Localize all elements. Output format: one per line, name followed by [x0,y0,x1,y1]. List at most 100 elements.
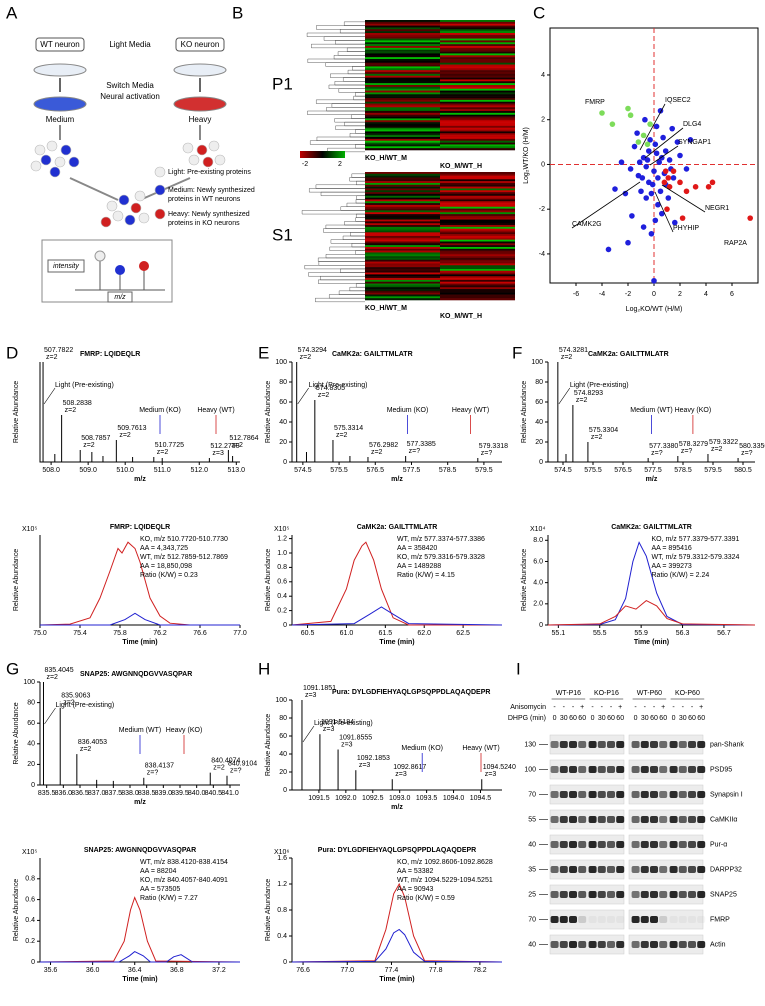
heatmap-cell [365,276,440,279]
heatmap-cell [365,239,440,242]
heatmap-cell [440,195,515,198]
protein-label: DARPP32 [710,866,742,873]
heatmap-cell [440,40,515,43]
heatmap-cell [365,142,440,145]
y-tick-label: 8.0 [533,537,543,544]
legend-text: KO, m/z 1092.8606-1092.8628 [397,859,493,866]
y-tick-label: 0.6 [25,896,35,903]
x-tick-label: 76.2 [153,630,167,637]
lane-sign: - [672,704,675,711]
chart: 35.6 36.0 36.4 36.8 37.2 0 0.2 0.4 0.6 0.8 Time (m… [13,847,241,983]
y-tick-label: 0 [283,459,287,466]
heatmap-cell [440,46,515,49]
band [559,866,568,873]
band [550,941,559,948]
peak-charge: z=? [409,448,421,455]
band [588,866,597,873]
heatmap-cell [440,285,515,288]
heatmap-cell [440,103,515,106]
heatmap-cell [365,243,440,246]
legend-text: AA = 18,850,098 [140,563,192,570]
band [678,916,687,923]
annotation: Medium (WT) [630,407,672,414]
legend-text: AA = 53382 [397,868,434,875]
band [578,741,587,748]
heatmap-cell [365,212,440,215]
point [622,190,629,197]
x-tick-label: -6 [573,291,579,298]
callout-line [649,145,679,166]
lane-time: 0 [553,715,557,722]
y-tick-label: 0 [283,787,287,794]
band [559,816,568,823]
chart: 835.5 836.0 836.5 837.0 837.5 838.0 838.5 839.0… [13,667,257,806]
heatmap-cell [440,182,515,186]
heatmap-cell [365,256,440,259]
dendrogram [301,173,365,303]
color-key-label: -2 [302,161,308,168]
band [578,866,587,873]
panel-label: A [6,3,18,22]
heatmap-cell [365,66,440,69]
band [616,916,625,923]
heatmap-cell [440,59,515,62]
annotation: NEGR1 [705,205,729,212]
heatmap-cell [365,228,440,231]
peak-charge: z=2 [561,354,573,361]
box [175,37,225,52]
chart-title: CaMK2a: GAILTTMLATR [588,351,669,358]
band [669,741,678,748]
y-tick-label: 80 [535,379,543,386]
blot-strip [628,909,704,930]
peak-charge: z=? [741,450,753,457]
band [688,891,696,898]
callout-line [302,725,315,743]
treatment-label: DHPG (min) [508,715,546,722]
legend-text: WT, m/z 1094.5229-1094.5251 [397,877,493,884]
y-tick-label: 0.6 [277,579,287,586]
band [678,791,687,798]
y-tick-label: 0 [283,959,287,966]
y-tick-label: 0 [31,782,35,789]
point [666,184,673,190]
band [659,941,668,948]
chart: 75.0 75.4 75.8 76.2 76.6 77.0 Time (min) Relati… [13,524,247,646]
heatmap-cell [365,118,440,121]
band [650,841,658,848]
y-axis-label: Relative Abundance [265,714,272,776]
band [669,941,678,948]
dish [33,63,87,77]
heatmap-cell [440,101,515,104]
heatmap-cell [365,204,440,208]
heatmap-cell [440,70,515,73]
peak-charge: z=? [481,450,493,457]
heatmap-cell [365,112,440,116]
peak-charge: z=2 [576,397,588,404]
band [669,916,678,923]
point [647,121,653,127]
heatmap-cell [440,36,515,39]
band [616,941,625,948]
heatmap-cell [365,94,440,97]
y-tick-label: 0.2 [277,607,287,614]
marker-label: 40 [528,841,536,848]
chart: 76.6 77.0 77.4 77.8 78.2 0 0.4 0.8 1.2 1.6 Time (m… [265,847,503,983]
legend-text: Ratio (K/W) = 7.27 [140,895,198,902]
peak-label: 577.3380 [649,443,678,450]
x-tick-label: 62.0 [417,630,431,637]
heatmap-cell [365,79,440,82]
band [650,816,658,823]
label: Switch Media [106,81,154,90]
heatmap-cell [440,276,515,279]
band [597,941,606,948]
heatmap-cell [365,105,440,108]
line [40,612,240,626]
line [39,896,241,963]
lane-time: 60 [569,715,577,722]
point [670,175,677,181]
heatmap-cell [440,175,515,178]
heatmap-cell [365,144,440,147]
marker-label: 55 [528,816,536,823]
point [646,148,652,154]
band [597,891,606,898]
